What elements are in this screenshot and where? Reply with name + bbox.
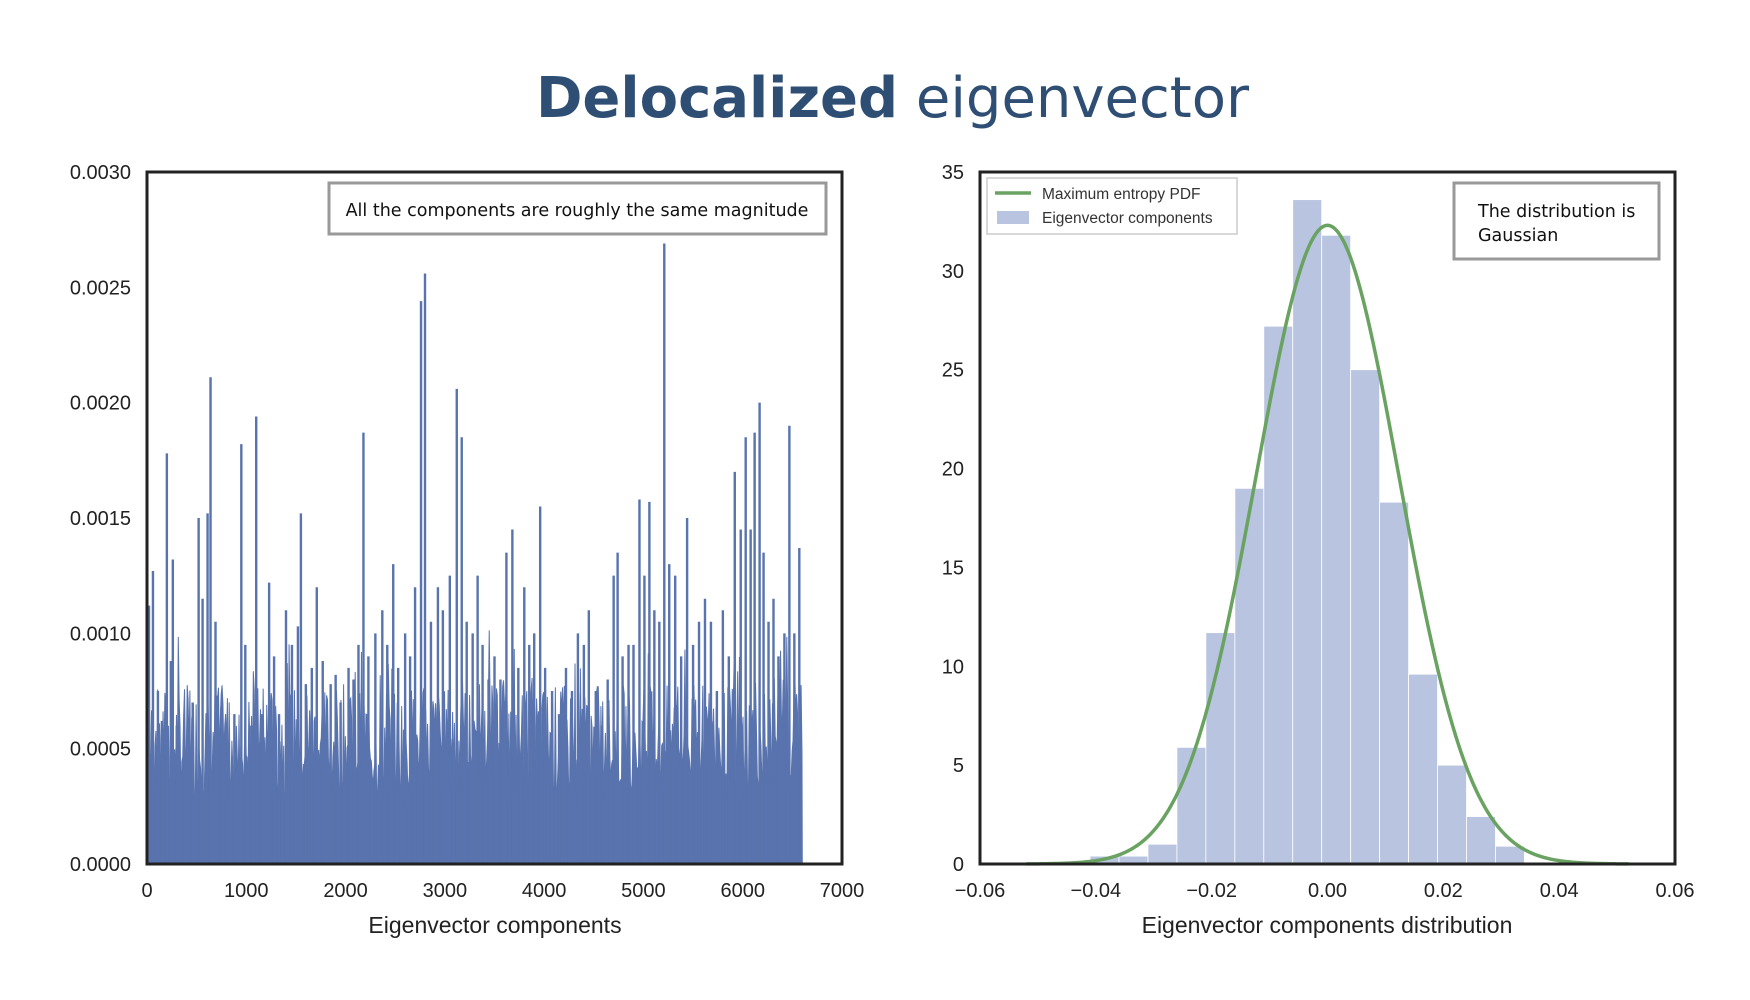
right-x-tick-0: −0.06 bbox=[955, 880, 1006, 902]
left-annotation-box bbox=[327, 181, 828, 236]
legend-hist-swatch bbox=[997, 211, 1029, 224]
right-annotation-line1: The distribution is bbox=[1477, 202, 1635, 222]
right-x-tick-4: 0.02 bbox=[1424, 880, 1463, 902]
hist-bar-4 bbox=[1205, 632, 1236, 865]
legend: Maximum entropy PDF Eigenvector componen… bbox=[986, 177, 1238, 235]
slide-title: Delocalized eigenvector bbox=[0, 66, 1750, 131]
hist-bar-8 bbox=[1321, 234, 1352, 865]
left-x-tick-5: 5000 bbox=[621, 880, 666, 902]
hist-bar-11 bbox=[1408, 673, 1438, 865]
right-y-tick-0: 0 bbox=[953, 854, 964, 876]
pdf-curve bbox=[1026, 223, 1629, 866]
title-rest: eigenvector bbox=[898, 66, 1250, 131]
right-x-tick-3: 0.00 bbox=[1308, 880, 1347, 902]
left-x-tick-6: 6000 bbox=[720, 880, 765, 902]
left-x-ticks: 0 1000 2000 3000 4000 5000 6000 7000 bbox=[141, 880, 864, 902]
title-bold: Delocalized bbox=[535, 66, 899, 131]
left-x-tick-4: 4000 bbox=[522, 880, 567, 902]
hist-bar-7 bbox=[1292, 199, 1323, 865]
right-plot-frame bbox=[978, 170, 1677, 866]
legend-frame bbox=[986, 177, 1238, 235]
left-bar-chart: 0.0000 0.0005 0.0010 0.0015 0.0020 0.0025 0.00… bbox=[70, 162, 864, 938]
left-x-tick-7: 7000 bbox=[820, 880, 865, 902]
right-y-tick-1: 5 bbox=[953, 755, 964, 777]
left-plot-frame bbox=[145, 170, 844, 866]
left-y-ticks: 0.0000 0.0005 0.0010 0.0015 0.0020 0.0025 0.00… bbox=[70, 162, 131, 876]
right-histogram-chart: 0 5 10 15 20 25 30 35 −0.06 −0.04 −0.02 0.00 0.02 0.… bbox=[942, 162, 1695, 938]
legend-pdf-label: Maximum entropy PDF bbox=[1042, 186, 1200, 203]
right-y-tick-7: 35 bbox=[942, 162, 964, 184]
right-annotation-line2: Gaussian bbox=[1478, 226, 1558, 246]
left-x-axis-label: Eigenvector components bbox=[368, 912, 621, 938]
right-y-tick-6: 30 bbox=[942, 261, 964, 283]
left-y-tick-4: 0.0020 bbox=[70, 393, 131, 415]
hist-bar-5 bbox=[1234, 487, 1265, 865]
right-y-tick-3: 15 bbox=[942, 557, 964, 579]
legend-hist-label: Eigenvector components bbox=[1042, 210, 1213, 227]
left-x-tick-0: 0 bbox=[141, 880, 152, 902]
left-y-tick-3: 0.0015 bbox=[70, 508, 131, 530]
right-y-tick-2: 10 bbox=[942, 656, 964, 678]
right-x-tick-6: 0.06 bbox=[1656, 880, 1695, 902]
left-y-tick-1: 0.0005 bbox=[70, 739, 131, 761]
left-y-tick-2: 0.0010 bbox=[70, 623, 131, 645]
left-annotation-text: All the components are roughly the same … bbox=[346, 201, 809, 221]
hist-bar-9 bbox=[1350, 369, 1381, 865]
histogram-bars-group bbox=[1089, 199, 1525, 865]
left-x-tick-3: 3000 bbox=[423, 880, 468, 902]
hist-bar-2 bbox=[1147, 843, 1178, 865]
right-x-axis-label: Eigenvector components distribution bbox=[1142, 912, 1513, 938]
right-annotation-box bbox=[1452, 181, 1661, 261]
right-y-ticks: 0 5 10 15 20 25 30 35 bbox=[942, 162, 964, 876]
right-x-tick-2: −0.02 bbox=[1186, 880, 1237, 902]
right-x-tick-5: 0.04 bbox=[1540, 880, 1579, 902]
hist-bar-13 bbox=[1466, 816, 1496, 865]
hist-bar-12 bbox=[1437, 764, 1467, 865]
right-y-tick-4: 20 bbox=[942, 459, 964, 481]
right-y-tick-5: 25 bbox=[942, 360, 964, 382]
right-x-tick-1: −0.04 bbox=[1071, 880, 1122, 902]
hist-bar-3 bbox=[1176, 746, 1207, 865]
bar-spikes-group bbox=[147, 243, 801, 864]
hist-bar-10 bbox=[1379, 501, 1409, 865]
left-y-tick-0: 0.0000 bbox=[70, 854, 131, 876]
left-y-tick-5: 0.0025 bbox=[70, 277, 131, 299]
right-x-ticks: −0.06 −0.04 −0.02 0.00 0.02 0.04 0.06 bbox=[955, 880, 1695, 902]
left-y-tick-6: 0.0030 bbox=[70, 162, 131, 184]
left-x-tick-1: 1000 bbox=[224, 880, 269, 902]
left-x-tick-2: 2000 bbox=[323, 880, 368, 902]
